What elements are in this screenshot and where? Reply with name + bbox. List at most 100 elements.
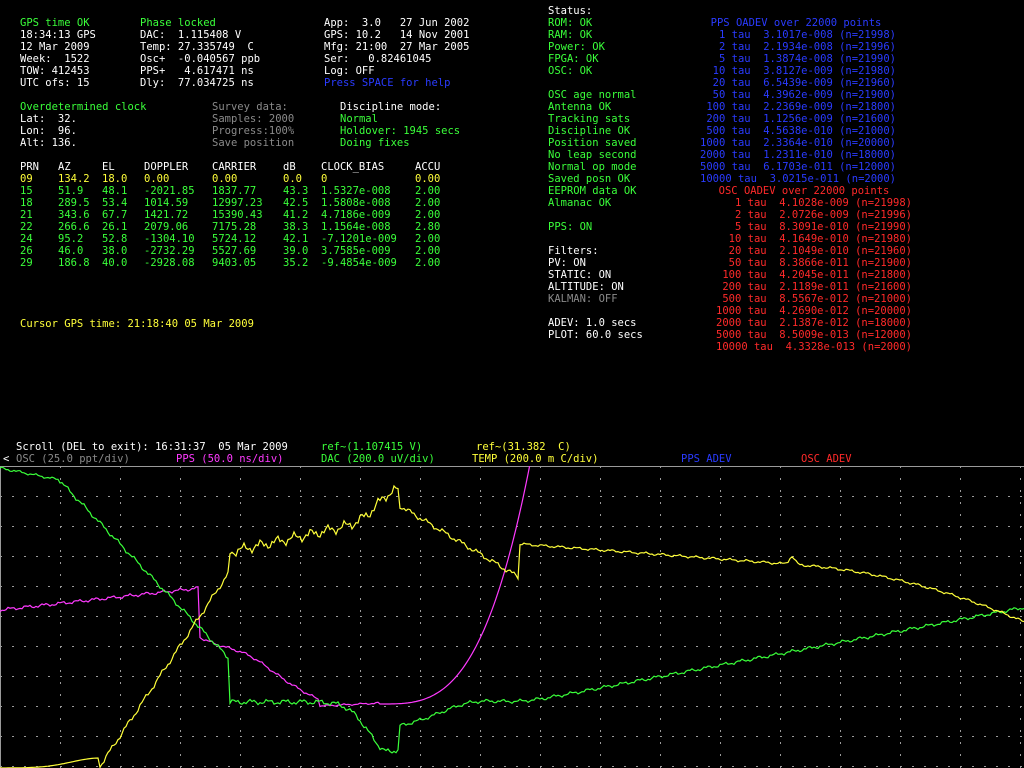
adev-interval: ADEV: 1.0 secs <box>548 317 637 329</box>
delay-value: Dly: 77.034725 ns <box>140 77 254 89</box>
satellite-table-cell: 5724.12 <box>212 233 257 245</box>
osc-adev-row: 1000 tau 4.2690e-012 (n=20000) <box>716 305 912 317</box>
osc-adev-row: 100 tau 4.2045e-011 (n=21800) <box>722 269 912 281</box>
satellite-table-cell: 40.0 <box>102 257 128 269</box>
legend-osc-adev[interactable]: OSC ADEV <box>801 453 852 465</box>
satellite-table-cell: 22 <box>20 221 33 233</box>
osc-adev-row: 50 tau 8.3866e-011 (n=21900) <box>728 257 912 269</box>
osc-value: Osc+ -0.040567 ppb <box>140 53 261 65</box>
satellite-table-cell: 42.5 <box>283 197 309 209</box>
satellite-table-cell: 186.8 <box>58 257 90 269</box>
dac-reference: ref~(1.107415 V) <box>321 441 423 453</box>
legend-pps[interactable]: PPS (50.0 ns/div) <box>176 453 284 465</box>
satellite-table-cell: 12997.23 <box>212 197 263 209</box>
status-osc-age: OSC age normal <box>548 89 637 101</box>
legend-temp[interactable]: TEMP (200.0 m C/div) <box>472 453 599 465</box>
pps-adev-row: 20 tau 6.5439e-009 (n=21960) <box>712 77 896 89</box>
status-block: Status: ROM: OK RAM: OK Power: OK FPGA: … <box>548 5 643 341</box>
time-plot[interactable] <box>0 466 1024 768</box>
satellite-table-cell: 29 <box>20 257 33 269</box>
serial-number: Ser: 0.82461045 <box>324 53 432 65</box>
legend-dac[interactable]: DAC (200.0 uV/div) <box>321 453 435 465</box>
satellite-table-header: CLOCK_BIAS <box>321 161 385 173</box>
scroll-left-arrow[interactable]: < <box>3 453 10 465</box>
cursor-gps-time: Cursor GPS time: 21:18:40 05 Mar 2009 <box>20 318 254 330</box>
satellite-table-cell: 09 <box>20 173 33 185</box>
satellite-table-cell: 2.00 <box>415 197 441 209</box>
pps-output-status: PPS: ON <box>548 221 593 233</box>
satellite-table-cell: 51.9 <box>58 185 84 197</box>
status-title: Status: <box>548 5 593 17</box>
log-status: Log: OFF <box>324 65 375 77</box>
plot-interval: PLOT: 60.0 secs <box>548 329 643 341</box>
legend-pps-adev[interactable]: PPS ADEV <box>681 453 732 465</box>
pps-adev-row: 500 tau 4.5638e-010 (n=21000) <box>706 125 896 137</box>
dac-value: DAC: 1.115408 V <box>140 29 242 41</box>
satellite-table-cell: -9.4854e-009 <box>321 257 397 269</box>
satellite-table-cell: 43.3 <box>283 185 309 197</box>
pps-adev-row: 50 tau 4.3962e-009 (n=21900) <box>712 89 896 101</box>
satellite-table-cell: 95.2 <box>58 233 84 245</box>
status-op-mode: Normal op mode <box>548 161 637 173</box>
satellite-table-header: EL <box>102 161 115 173</box>
osc-adev-row: 20 tau 2.1049e-010 (n=21960) <box>728 245 912 257</box>
pps-adev-title: PPS OADEV over 22000 points <box>710 17 882 29</box>
satellite-table-cell: 2.00 <box>415 245 441 257</box>
longitude: Lon: 96. <box>20 125 77 137</box>
satellite-table-cell: -1304.10 <box>144 233 195 245</box>
osc-adev-title: OSC OADEV over 22000 points <box>718 185 890 197</box>
status-power: Power: OK <box>548 41 605 53</box>
doing-fixes: Doing fixes <box>340 137 410 149</box>
satellite-table-cell: -7.1201e-009 <box>321 233 397 245</box>
scroll-status: Scroll (DEL to exit): 16:31:37 05 Mar 20… <box>16 441 288 453</box>
osc-adev-row: 10000 tau 4.3328e-013 (n=2000) <box>716 341 912 353</box>
holdover-time: Holdover: 1945 secs <box>340 125 461 137</box>
satellite-table-cell: 266.6 <box>58 221 90 233</box>
pps-adev-row: 10000 tau 3.0215e-011 (n=2000) <box>700 173 896 185</box>
satellite-table-cell: 9403.05 <box>212 257 257 269</box>
survey-samples: Samples: 2000 <box>212 113 295 125</box>
satellite-table-cell: 0.00 <box>144 173 170 185</box>
survey-progress: Progress:100% <box>212 125 295 137</box>
satellite-table-cell: 2.00 <box>415 233 441 245</box>
pps-adev-row: 100 tau 2.2369e-009 (n=21800) <box>706 101 896 113</box>
satellite-table-cell: 2.80 <box>415 221 441 233</box>
legend-osc[interactable]: OSC (25.0 ppt/div) <box>16 453 130 465</box>
temp-trace <box>0 484 1024 768</box>
satellite-table-header: DOPPLER <box>144 161 189 173</box>
gps-date: 12 Mar 2009 <box>20 41 90 53</box>
satellite-table-cell: 0.0 <box>283 173 302 185</box>
receiver-block: Phase locked DAC: 1.115408 V Temp: 27.33… <box>140 17 260 89</box>
satellite-table-cell: 42.1 <box>283 233 309 245</box>
position-title: Overdetermined clock <box>20 101 147 113</box>
pps-adev-row: 5000 tau 6.1703e-011 (n=12000) <box>700 161 896 173</box>
osc-adev-row: 500 tau 8.5567e-012 (n=21000) <box>722 293 912 305</box>
pps-adev-row: 10 tau 3.8127e-009 (n=21980) <box>712 65 896 77</box>
status-ram: RAM: OK <box>548 29 593 41</box>
satellite-table-header: ACCU <box>415 161 441 173</box>
satellite-table-cell: 1.5808e-008 <box>321 197 391 209</box>
satellite-table-cell: 21 <box>20 209 33 221</box>
discipline-mode: Normal <box>340 113 378 125</box>
osc-adev-row: 5 tau 8.3091e-010 (n=21990) <box>734 221 912 233</box>
plot-grid <box>0 466 1024 768</box>
status-leap-second: No leap second <box>548 149 637 161</box>
satellite-table-cell: 1.5327e-008 <box>321 185 391 197</box>
gps-status: GPS time OK <box>20 17 90 29</box>
latitude: Lat: 32. <box>20 113 77 125</box>
satellite-table-cell: 35.2 <box>283 257 309 269</box>
mfg-date: Mfg: 21:00 27 Mar 2005 <box>324 41 470 53</box>
satellite-table-cell: -2928.08 <box>144 257 195 269</box>
filter-pv: PV: ON <box>548 257 586 269</box>
help-hint: Press SPACE for help <box>324 77 451 89</box>
status-eeprom: EEPROM data OK <box>548 185 637 197</box>
gps-week: Week: 1522 <box>20 53 90 65</box>
satellite-table-cell: 53.4 <box>102 197 128 209</box>
position-block: Overdetermined clock Lat: 32. Lon: 96. A… <box>20 101 146 149</box>
gps-version: GPS: 10.2 14 Nov 2001 <box>324 29 470 41</box>
pps-adev-row: 2000 tau 1.2311e-010 (n=18000) <box>700 149 896 161</box>
dac-trace <box>0 466 1024 754</box>
status-osc: OSC: OK <box>548 65 593 77</box>
satellite-table-cell: 41.2 <box>283 209 309 221</box>
status-fpga: FPGA: OK <box>548 53 599 65</box>
